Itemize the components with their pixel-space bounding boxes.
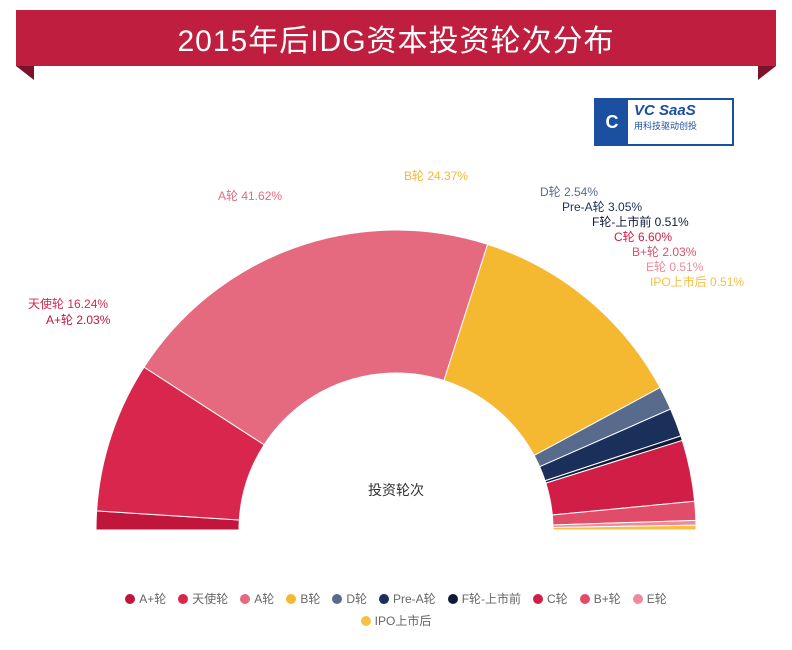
logo-badge: C VC SaaS 用科技驱动创投 bbox=[594, 98, 734, 146]
callout-label: IPO上市后 0.51% bbox=[650, 273, 744, 290]
logo-icon: C bbox=[596, 100, 628, 144]
legend-label: C轮 bbox=[547, 592, 568, 606]
legend-dot-icon bbox=[286, 594, 296, 604]
ribbon-left bbox=[16, 66, 34, 80]
legend-dot-icon bbox=[448, 594, 458, 604]
callout-label: B轮 24.37% bbox=[404, 167, 468, 184]
ribbon-right bbox=[758, 66, 776, 80]
chart-area: 投资轮次 天使轮 16.24%A+轮 2.03% A轮 41.62% B轮 24.3… bbox=[0, 165, 792, 585]
legend-item: D轮 bbox=[332, 588, 367, 610]
logo-text: VC SaaS 用科技驱动创投 bbox=[628, 100, 732, 144]
legend-item: C轮 bbox=[533, 588, 568, 610]
callout-label: A+轮 2.03% bbox=[46, 311, 110, 328]
chart-title: 2015年后IDG资本投资轮次分布 bbox=[16, 10, 776, 66]
legend: A+轮 天使轮 A轮 B轮 D轮 Pre-A轮 F轮-上市前 C轮 B+轮 E轮 IPO上市后 bbox=[0, 588, 792, 632]
legend-item: 天使轮 bbox=[178, 588, 228, 610]
legend-item: B轮 bbox=[286, 588, 320, 610]
legend-dot-icon bbox=[240, 594, 250, 604]
callout-label: 天使轮 16.24% bbox=[28, 295, 108, 312]
legend-label: B+轮 bbox=[594, 592, 621, 606]
legend-label: Pre-A轮 bbox=[393, 592, 436, 606]
legend-item: F轮-上市前 bbox=[448, 588, 521, 610]
logo-line2: 用科技驱动创投 bbox=[634, 119, 726, 132]
legend-item: A轮 bbox=[240, 588, 274, 610]
legend-label: B轮 bbox=[300, 592, 320, 606]
legend-label: 天使轮 bbox=[192, 592, 228, 606]
legend-label: E轮 bbox=[647, 592, 667, 606]
title-banner: 2015年后IDG资本投资轮次分布 bbox=[16, 10, 776, 66]
legend-item: B+轮 bbox=[580, 588, 621, 610]
legend-dot-icon bbox=[633, 594, 643, 604]
legend-label: IPO上市后 bbox=[375, 614, 432, 628]
legend-dot-icon bbox=[178, 594, 188, 604]
legend-item: IPO上市后 bbox=[361, 610, 432, 632]
legend-dot-icon bbox=[580, 594, 590, 604]
legend-label: A+轮 bbox=[139, 592, 166, 606]
legend-dot-icon bbox=[361, 616, 371, 626]
legend-item: Pre-A轮 bbox=[379, 588, 436, 610]
logo-line1: VC SaaS bbox=[634, 102, 726, 119]
callout-label: A轮 41.62% bbox=[218, 187, 282, 204]
legend-item: E轮 bbox=[633, 588, 667, 610]
legend-dot-icon bbox=[332, 594, 342, 604]
legend-dot-icon bbox=[533, 594, 543, 604]
center-label: 投资轮次 bbox=[0, 480, 792, 500]
legend-label: A轮 bbox=[254, 592, 274, 606]
legend-dot-icon bbox=[125, 594, 135, 604]
legend-dot-icon bbox=[379, 594, 389, 604]
legend-label: D轮 bbox=[346, 592, 367, 606]
legend-item: A+轮 bbox=[125, 588, 166, 610]
legend-label: F轮-上市前 bbox=[462, 592, 521, 606]
